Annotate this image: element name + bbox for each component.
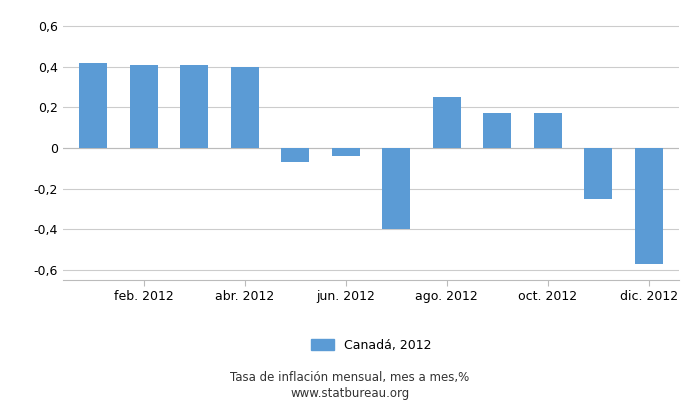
Bar bbox=[79, 63, 107, 148]
Legend: Canadá, 2012: Canadá, 2012 bbox=[306, 334, 436, 357]
Bar bbox=[130, 65, 158, 148]
Bar bbox=[433, 97, 461, 148]
Text: www.statbureau.org: www.statbureau.org bbox=[290, 388, 410, 400]
Bar bbox=[483, 114, 511, 148]
Bar bbox=[181, 65, 208, 148]
Bar bbox=[635, 148, 663, 264]
Bar bbox=[584, 148, 612, 199]
Bar bbox=[382, 148, 410, 229]
Bar bbox=[332, 148, 360, 156]
Bar bbox=[534, 114, 561, 148]
Bar bbox=[281, 148, 309, 162]
Text: Tasa de inflación mensual, mes a mes,%: Tasa de inflación mensual, mes a mes,% bbox=[230, 372, 470, 384]
Bar bbox=[231, 67, 259, 148]
